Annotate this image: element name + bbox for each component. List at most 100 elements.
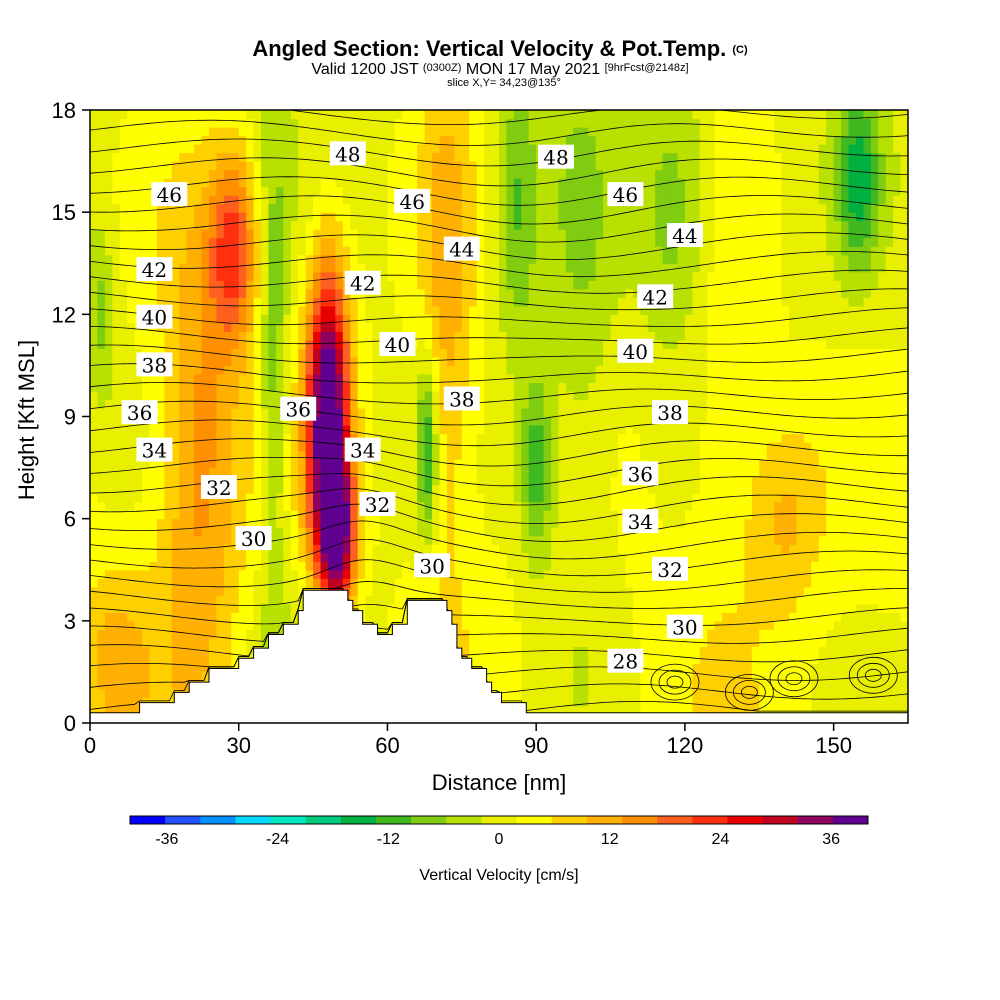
colorbar-swatch xyxy=(270,816,307,824)
contour-label-text: 34 xyxy=(142,439,167,463)
colorbar-swatch xyxy=(130,816,166,824)
colorbar-tick-label: -36 xyxy=(155,831,178,848)
x-axis: 0 30 60 90 120 150 xyxy=(84,723,852,758)
contour-label-40: 40 xyxy=(617,338,654,364)
contour-label-text: 30 xyxy=(672,616,697,640)
contour-label-text: 38 xyxy=(142,353,167,377)
contour-label-text: 34 xyxy=(350,439,375,463)
contour-label-36: 36 xyxy=(121,400,158,425)
colorbar-tick-label: -12 xyxy=(377,831,400,848)
contour-label-text: 32 xyxy=(657,558,682,582)
colorbar-tick-label: -24 xyxy=(266,831,289,848)
colorbar-swatch xyxy=(200,816,236,824)
y-tick-label: 9 xyxy=(64,405,76,430)
potential-temperature-contours xyxy=(90,110,908,712)
colorbar: -36 -24 -12 0 12 24 36 xyxy=(129,815,869,848)
contour-label-32: 32 xyxy=(200,475,237,500)
contour-label-text: 38 xyxy=(449,388,474,412)
y-tick-label: 12 xyxy=(52,302,76,327)
colorbar-swatch xyxy=(832,816,869,824)
contour-label-42: 42 xyxy=(344,270,381,296)
colorbar-title: Vertical Velocity [cm/s] xyxy=(419,867,578,884)
contour-label-30: 30 xyxy=(666,614,703,640)
contour-label-34: 34 xyxy=(622,509,659,534)
chart-title: Angled Section: Vertical Velocity & Pot.… xyxy=(0,36,1000,62)
colorbar-swatch xyxy=(551,816,588,824)
y-tick-label: 0 xyxy=(64,711,76,736)
contour-label-text: 40 xyxy=(385,333,410,357)
contour-label-38: 38 xyxy=(652,400,688,425)
contour-label-text: 36 xyxy=(285,398,310,422)
x-tick-label: 30 xyxy=(226,733,250,758)
colorbar-swatch xyxy=(481,816,517,824)
colorbar-swatch xyxy=(446,816,482,824)
contour-label-text: 30 xyxy=(419,554,444,578)
contour-label-text: 46 xyxy=(157,183,182,207)
contour-label-32: 32 xyxy=(652,556,688,582)
terrain xyxy=(89,589,909,724)
colorbar-swatch xyxy=(165,816,201,824)
contour-label-32: 32 xyxy=(359,492,396,517)
contour-label-text: 48 xyxy=(335,142,360,166)
contour-label-text: 34 xyxy=(628,510,653,534)
x-axis-title: Distance [nm] xyxy=(432,770,567,795)
colorbar-swatch xyxy=(692,816,728,824)
vertical-velocity-field xyxy=(90,110,908,723)
contour-label-40: 40 xyxy=(379,332,416,357)
colorbar-swatch xyxy=(586,816,623,824)
contour-label-text: 46 xyxy=(399,190,424,214)
colorbar-swatch xyxy=(411,816,447,824)
colorbar-tick-label: 12 xyxy=(601,831,619,848)
colorbar-tick-label: 36 xyxy=(822,831,840,848)
chart-subtitle: Valid 1200 JST (0300Z) MON 17 May 2021 [… xyxy=(0,60,1000,78)
chart-title-text: Angled Section: Vertical Velocity & Pot.… xyxy=(252,36,727,61)
contour-label-36: 36 xyxy=(280,396,317,422)
subtitle-valid: Valid 1200 JST xyxy=(311,61,419,78)
contour-label-36: 36 xyxy=(622,461,659,486)
contour-label-34: 34 xyxy=(136,437,173,463)
colorbar-swatch xyxy=(516,816,553,824)
contour-label-text: 36 xyxy=(628,462,653,486)
x-tick-label: 120 xyxy=(667,733,704,758)
subtitle-date: MON 17 May 2021 xyxy=(465,61,601,78)
contour-label-text: 32 xyxy=(365,493,390,517)
contour-label-text: 36 xyxy=(127,401,152,425)
contour-label-text: 30 xyxy=(241,527,266,551)
contour-label-text: 38 xyxy=(657,401,682,425)
contour-label-text: 44 xyxy=(672,224,697,248)
colorbar-tick-label: 0 xyxy=(495,831,504,848)
contour-label-text: 46 xyxy=(613,183,638,207)
colorbar-swatch xyxy=(762,816,799,824)
contour-label-text: 42 xyxy=(350,272,375,296)
contour-label-text: 40 xyxy=(142,306,167,330)
y-axis: 0 3 6 9 12 15 18 xyxy=(52,98,90,736)
contour-label-text: 28 xyxy=(613,650,638,674)
chart-title-unit: (C) xyxy=(732,44,748,56)
contour-label-30: 30 xyxy=(235,526,272,551)
contour-label-34: 34 xyxy=(344,437,381,463)
y-axis-title: Height [Kft MSL] xyxy=(14,340,39,500)
colorbar-swatch xyxy=(376,816,412,824)
colorbar-tick-label: 24 xyxy=(712,831,730,848)
contour-label-text: 44 xyxy=(449,238,474,262)
contour-label-42: 42 xyxy=(637,284,674,309)
contour-label-48: 48 xyxy=(538,144,574,170)
contour-label-38: 38 xyxy=(136,352,173,377)
contour-label-text: 32 xyxy=(206,476,231,500)
contour-label-46: 46 xyxy=(607,182,644,207)
contour-labels: 46 48 48 46 46 44 44 42 42 42 40 40 40 38 38 38 36 36 36 34… xyxy=(121,141,703,674)
colorbar-swatch xyxy=(235,816,271,824)
subtitle-utc: (0300Z) xyxy=(422,62,462,74)
subtitle-fcst: [9hrFcst@2148z] xyxy=(604,62,689,74)
colorbar-swatch xyxy=(657,816,693,824)
contour-label-text: 42 xyxy=(142,258,167,282)
colorbar-swatch xyxy=(305,816,342,824)
y-tick-label: 15 xyxy=(52,200,76,225)
contour-label-42: 42 xyxy=(136,257,173,282)
contour-label-30: 30 xyxy=(414,553,451,578)
y-tick-label: 18 xyxy=(52,98,76,123)
y-tick-label: 6 xyxy=(64,507,76,532)
contour-label-text: 40 xyxy=(623,340,648,364)
colorbar-swatch xyxy=(797,816,834,824)
